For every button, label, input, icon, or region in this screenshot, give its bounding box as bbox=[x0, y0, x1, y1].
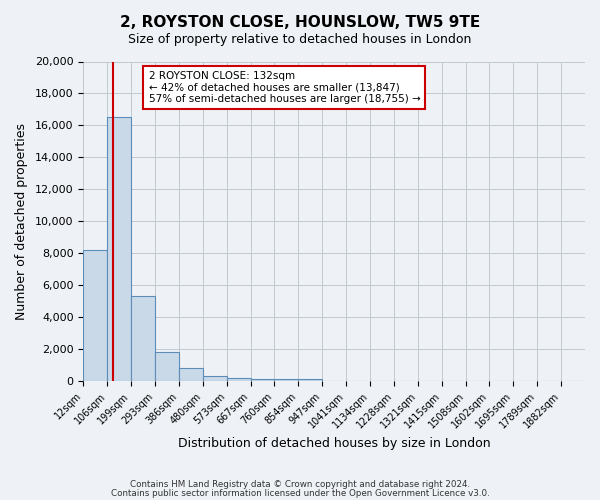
Text: 2 ROYSTON CLOSE: 132sqm
← 42% of detached houses are smaller (13,847)
57% of sem: 2 ROYSTON CLOSE: 132sqm ← 42% of detache… bbox=[149, 71, 420, 104]
Bar bbox=[107, 118, 131, 381]
Bar bbox=[298, 380, 322, 381]
Bar bbox=[203, 376, 227, 381]
Bar bbox=[83, 250, 107, 381]
Y-axis label: Number of detached properties: Number of detached properties bbox=[15, 123, 28, 320]
Bar bbox=[251, 378, 274, 381]
Bar bbox=[131, 296, 155, 381]
Bar bbox=[179, 368, 203, 381]
Bar bbox=[274, 379, 298, 381]
X-axis label: Distribution of detached houses by size in London: Distribution of detached houses by size … bbox=[178, 437, 490, 450]
Text: Contains HM Land Registry data © Crown copyright and database right 2024.: Contains HM Land Registry data © Crown c… bbox=[130, 480, 470, 489]
Bar bbox=[227, 378, 251, 381]
Text: Size of property relative to detached houses in London: Size of property relative to detached ho… bbox=[128, 32, 472, 46]
Text: 2, ROYSTON CLOSE, HOUNSLOW, TW5 9TE: 2, ROYSTON CLOSE, HOUNSLOW, TW5 9TE bbox=[120, 15, 480, 30]
Text: Contains public sector information licensed under the Open Government Licence v3: Contains public sector information licen… bbox=[110, 488, 490, 498]
Bar bbox=[155, 352, 179, 381]
